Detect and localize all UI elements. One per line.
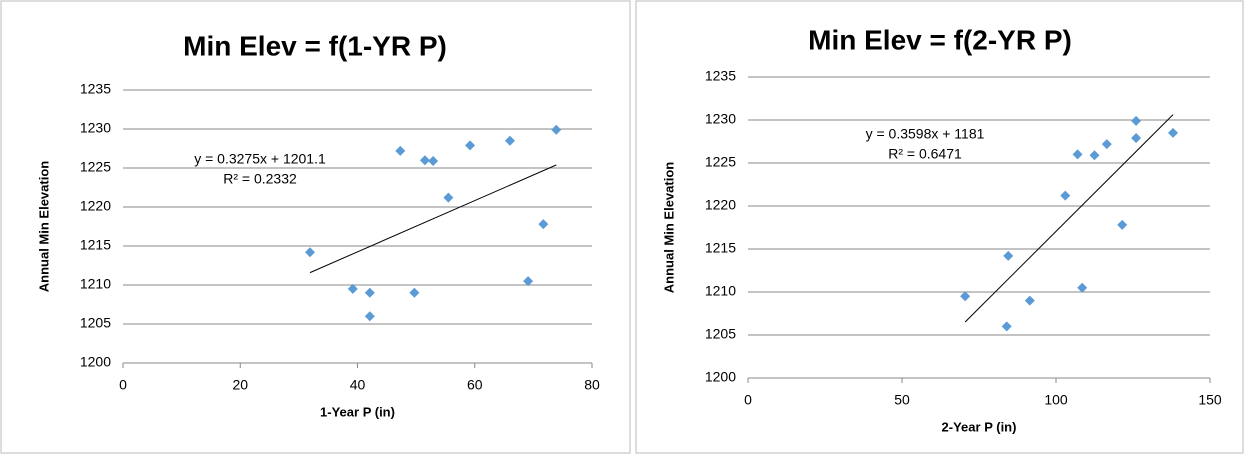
y-tick-label: 1220: [80, 198, 111, 214]
point: [1089, 150, 1100, 161]
point: [1131, 133, 1142, 144]
x-axis-title: 2-Year P (in): [942, 419, 1017, 434]
point: [1072, 149, 1083, 160]
point: [364, 311, 375, 322]
point: [551, 124, 562, 135]
point: [395, 145, 406, 156]
point: [1101, 139, 1112, 150]
x-tick-label: 100: [1044, 392, 1068, 408]
point: [1003, 250, 1014, 261]
trend-equation: y = 0.3275x + 1201.1: [194, 151, 326, 167]
y-tick-label: 1235: [705, 68, 736, 84]
point: [443, 192, 454, 203]
y-tick-label: 1205: [80, 315, 111, 331]
point: [960, 291, 971, 302]
point: [1024, 295, 1035, 306]
x-tick-label: 80: [584, 377, 600, 393]
y-tick-label: 1225: [705, 154, 736, 170]
trend-equation: y = 0.3598x + 1181: [866, 126, 985, 142]
y-tick-label: 1210: [80, 276, 111, 292]
chart-frame: [0, 0, 631, 454]
trend-r2: R² = 0.2332: [223, 171, 297, 187]
chart-title: Min Elev = f(2-YR P): [808, 24, 1072, 55]
point: [1060, 190, 1071, 201]
point: [523, 276, 534, 287]
point: [1117, 219, 1128, 230]
point: [504, 135, 515, 146]
x-tick-label: 150: [1198, 392, 1222, 408]
x-tick-label: 60: [467, 377, 483, 393]
chart-title: Min Elev = f(1-YR P): [183, 30, 447, 61]
x-tick-label: 40: [350, 377, 366, 393]
trendline: [309, 164, 557, 274]
x-tick-label: 50: [894, 392, 910, 408]
point: [1131, 115, 1142, 126]
x-axis-title: 1-Year P (in): [320, 404, 395, 419]
point: [409, 287, 420, 298]
point: [428, 155, 439, 166]
point: [305, 247, 316, 258]
point: [1001, 321, 1012, 332]
trendline: [964, 114, 1174, 323]
y-axis-title: Annual Min Elevation: [36, 161, 51, 293]
x-tick-label: 0: [119, 377, 127, 393]
y-tick-label: 1200: [80, 354, 111, 370]
y-tick-label: 1230: [80, 120, 111, 136]
point: [465, 140, 476, 151]
y-tick-label: 1200: [705, 369, 736, 385]
y-tick-label: 1225: [80, 159, 111, 175]
x-tick-label: 0: [744, 392, 752, 408]
point: [347, 283, 358, 294]
y-tick-label: 1215: [80, 237, 111, 253]
trend-r2: R² = 0.6471: [888, 146, 962, 162]
y-axis-title: Annual Min Elevation: [661, 162, 676, 294]
y-tick-label: 1210: [705, 283, 736, 299]
point: [1077, 282, 1088, 293]
point: [538, 219, 549, 230]
point: [364, 287, 375, 298]
y-tick-label: 1205: [705, 326, 736, 342]
point: [419, 155, 430, 166]
y-tick-label: 1235: [80, 81, 111, 97]
y-tick-label: 1220: [705, 197, 736, 213]
x-tick-label: 20: [232, 377, 248, 393]
point: [1168, 127, 1179, 138]
y-tick-label: 1215: [705, 240, 736, 256]
y-tick-label: 1230: [705, 111, 736, 127]
